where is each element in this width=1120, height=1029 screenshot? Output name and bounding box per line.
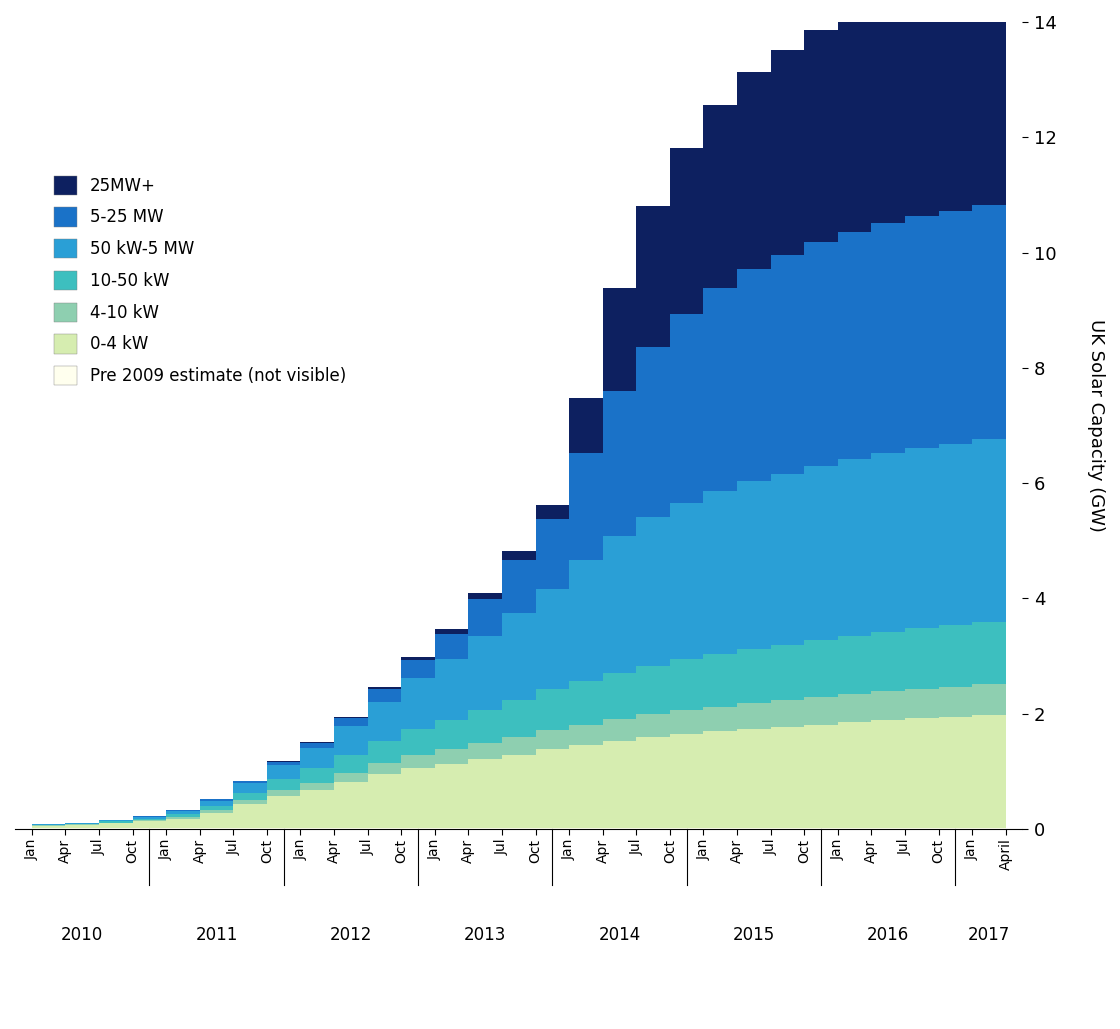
Text: 2010: 2010 [60, 926, 103, 944]
Text: 2016: 2016 [867, 926, 909, 944]
Text: 2017: 2017 [968, 926, 1010, 944]
Y-axis label: UK Solar Capacity (GW): UK Solar Capacity (GW) [1088, 319, 1105, 532]
Text: 2015: 2015 [732, 926, 775, 944]
Legend: 25MW+, 5-25 MW, 50 kW-5 MW, 10-50 kW, 4-10 kW, 0-4 kW, Pre 2009 estimate (not vi: 25MW+, 5-25 MW, 50 kW-5 MW, 10-50 kW, 4-… [54, 176, 346, 385]
Text: 2011: 2011 [195, 926, 237, 944]
Text: 2012: 2012 [329, 926, 372, 944]
Text: 2013: 2013 [464, 926, 506, 944]
Text: 2014: 2014 [598, 926, 641, 944]
